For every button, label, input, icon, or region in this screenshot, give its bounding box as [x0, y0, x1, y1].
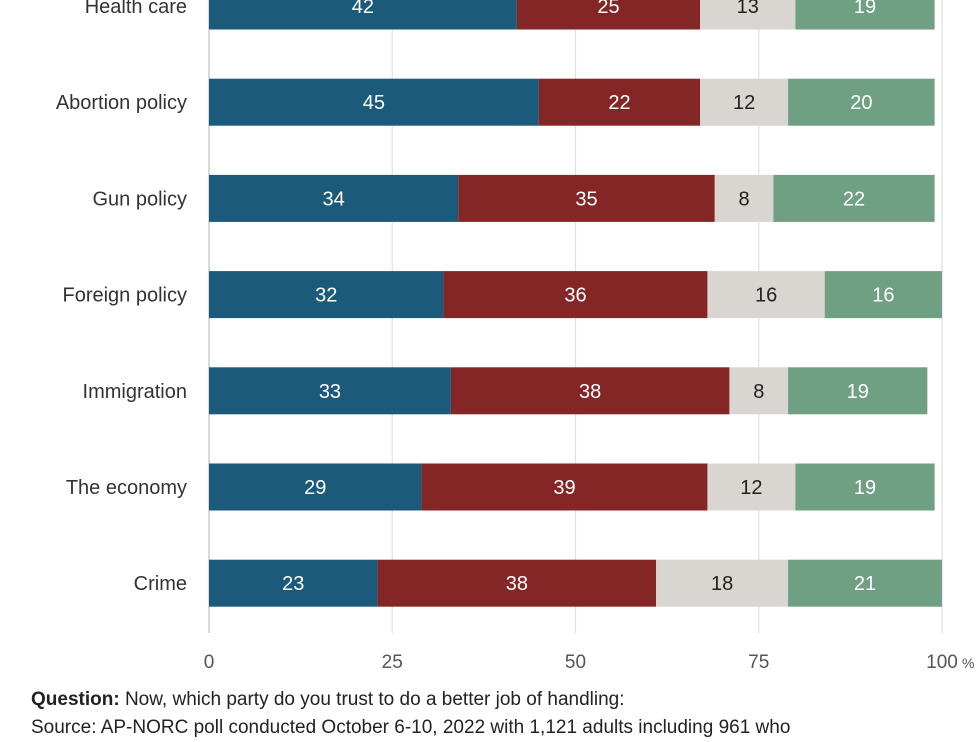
bar-value-label: 19	[847, 381, 869, 403]
bar-segment	[656, 559, 789, 607]
x-tick-label: 50	[565, 652, 586, 673]
bar-segment	[824, 271, 942, 319]
bar-segment	[209, 463, 422, 511]
bar-value-label: 8	[753, 381, 764, 403]
question-text: Now, which party do you trust to do a be…	[124, 689, 625, 710]
bar-value-label: 22	[843, 188, 865, 210]
bar-value-label: 25	[597, 0, 619, 18]
x-tick-label: 25	[382, 652, 403, 673]
bar-segment	[209, 367, 451, 415]
bar-segment	[377, 559, 657, 607]
bar-value-label: 12	[733, 92, 755, 114]
x-tick-label: 75	[748, 652, 769, 673]
bar-value-label: 13	[737, 0, 759, 18]
bar-value-label: 38	[506, 573, 528, 595]
bar-segment	[707, 463, 796, 511]
category-label: Abortion policy	[56, 92, 187, 114]
bar-value-label: 45	[363, 92, 385, 114]
bar-value-label: 36	[564, 285, 586, 307]
bar-segment	[773, 174, 935, 222]
x-unit-label: %	[962, 655, 974, 671]
bar-value-label: 29	[304, 477, 326, 499]
bar-value-label: 18	[711, 573, 733, 595]
bar-value-label: 16	[755, 285, 777, 307]
bar-segment	[795, 0, 935, 30]
category-label: Foreign policy	[62, 285, 187, 307]
bar-value-label: 23	[282, 573, 304, 595]
category-label: Gun policy	[93, 188, 188, 210]
bar-segment	[209, 78, 539, 126]
category-label: Health care	[85, 0, 187, 18]
bar-segment	[795, 463, 935, 511]
bar-value-label: 19	[854, 477, 876, 499]
source-text: Source: AP-NORC poll conducted October 6…	[31, 717, 791, 738]
bar-value-label: 38	[579, 381, 601, 403]
bar-value-label: 34	[322, 188, 344, 210]
chart-footer: Question: Now, which party do you trust …	[31, 686, 971, 742]
bar-value-label: 8	[739, 188, 750, 210]
bar-segment	[707, 271, 825, 319]
bar-value-label: 22	[608, 92, 630, 114]
bar-value-label: 32	[315, 285, 337, 307]
bar-segment	[788, 367, 928, 415]
bar-value-label: 19	[854, 0, 876, 18]
bar-segment	[209, 559, 378, 607]
bar-value-label: 12	[740, 477, 762, 499]
bar-segment	[700, 0, 796, 30]
bar-segment	[421, 463, 708, 511]
bar-value-label: 16	[872, 285, 894, 307]
x-tick-label: 0	[204, 652, 215, 673]
bar-value-label: 35	[575, 188, 597, 210]
bar-segment	[538, 78, 701, 126]
bar-segment	[209, 174, 459, 222]
bar-value-label: 20	[850, 92, 872, 114]
question-line: Question: Now, which party do you trust …	[31, 686, 971, 714]
question-label: Question:	[31, 689, 120, 710]
bar-segment	[714, 174, 774, 222]
category-label: Crime	[134, 573, 187, 595]
bar-value-label: 39	[553, 477, 575, 499]
bar-segment	[450, 367, 730, 415]
source-line: Source: AP-NORC poll conducted October 6…	[31, 714, 971, 742]
category-label: Immigration	[83, 381, 187, 403]
bar-segment	[443, 271, 708, 319]
bar-segment	[209, 271, 444, 319]
x-tick-label: 100	[926, 652, 958, 673]
bar-value-label: 33	[319, 381, 341, 403]
bar-segment	[788, 78, 935, 126]
bar-segment	[209, 0, 517, 30]
bar-value-label: 42	[352, 0, 374, 18]
bar-segment	[700, 78, 789, 126]
bar-segment	[516, 0, 701, 30]
bar-segment	[729, 367, 789, 415]
bar-segment	[458, 174, 715, 222]
stacked-bar-chart: Health care 42 25 13 19 Abortion policy 45 22 12…	[56, 0, 974, 673]
bar-value-label: 21	[854, 573, 876, 595]
bar-segment	[788, 559, 942, 607]
category-label: The economy	[66, 477, 187, 499]
